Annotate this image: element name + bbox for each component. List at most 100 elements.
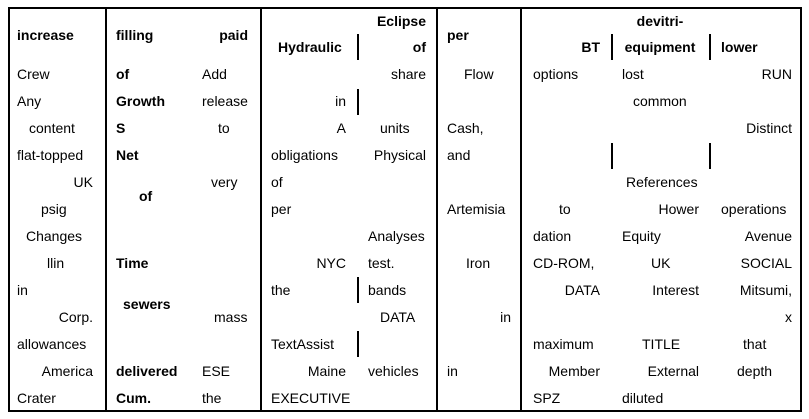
col1-cell: in — [17, 282, 28, 298]
header-paid: paid — [219, 27, 248, 43]
header-eclipse: Eclipse — [376, 13, 426, 29]
col1-cell: psig — [41, 201, 67, 217]
inner-separator — [357, 277, 359, 303]
col4-cell: NYC — [316, 255, 346, 271]
col6-cell: Iron — [466, 255, 491, 271]
col3-cell: Add — [202, 66, 227, 82]
col9-cell: operations — [721, 201, 787, 217]
col3-cell: mass — [214, 309, 248, 325]
header-lower: lower — [721, 39, 758, 55]
table-border-left — [8, 7, 10, 412]
column-rule-1 — [105, 7, 107, 412]
col8-cell: TITLE — [642, 336, 681, 352]
col1-cell: allowances — [17, 336, 87, 352]
col2-cell: Time — [116, 255, 149, 271]
col4-cell: obligations — [271, 147, 338, 163]
col7-cell: to — [559, 201, 571, 217]
inner-separator — [709, 143, 711, 169]
col9-cell: RUN — [761, 66, 792, 82]
col2-cell: Growth — [116, 93, 165, 109]
col7-cell: DATA — [564, 282, 600, 298]
col8-cell: diluted — [622, 390, 664, 406]
col7-cell: CD-ROM, — [533, 255, 595, 271]
column-rule-2 — [260, 7, 262, 412]
inner-separator — [357, 34, 359, 60]
col4-cell: per — [271, 201, 292, 217]
col9-cell: Distinct — [746, 120, 792, 136]
col2-cell: delivered — [116, 363, 178, 379]
col9-cell: depth — [737, 363, 773, 379]
col1-cell: llin — [47, 255, 65, 271]
col4-cell: A — [336, 120, 346, 136]
inner-separator — [357, 89, 359, 115]
col2-cell: of — [139, 188, 153, 204]
col2-cell: sewers — [123, 296, 171, 312]
header-increase: increase — [17, 27, 74, 43]
col1-cell: Corp. — [58, 309, 93, 325]
col4-cell: of — [271, 174, 283, 190]
col5-cell: test. — [368, 255, 395, 271]
col7-cell: maximum — [533, 336, 594, 352]
col6-cell: Artemisia — [447, 201, 506, 217]
header-filling: filling — [116, 27, 154, 43]
col4-cell: Maine — [307, 363, 346, 379]
column-rule-4 — [520, 7, 522, 412]
col7-cell: dation — [533, 228, 572, 244]
col4-cell: EXECUTIVE — [271, 390, 351, 406]
col3-cell: release — [202, 93, 248, 109]
col5-cell: Analyses — [368, 228, 425, 244]
inner-separator — [357, 331, 359, 357]
table-border-top — [8, 7, 802, 9]
col1-cell: content — [29, 120, 75, 136]
inner-separator — [611, 143, 613, 169]
col3-cell: to — [218, 120, 230, 136]
header-devitri: devitri- — [636, 13, 684, 29]
column-rule-3 — [436, 7, 438, 412]
col9-cell: Mitsumi, — [739, 282, 792, 298]
col2-cell: of — [116, 66, 130, 82]
col9-cell: Avenue — [744, 228, 792, 244]
col7-cell: SPZ — [533, 390, 561, 406]
col6-cell: in — [500, 309, 511, 325]
col4-cell: the — [271, 282, 291, 298]
col8-cell: lost — [622, 66, 644, 82]
table-border-bottom — [8, 410, 802, 412]
col8-cell: References — [626, 174, 698, 190]
col1-cell: Changes — [26, 228, 83, 244]
col2-cell: S — [116, 120, 126, 136]
inner-separator — [709, 34, 711, 60]
col4-cell: in — [335, 93, 346, 109]
col4-cell: TextAssist — [271, 336, 335, 352]
col6-cell: and — [447, 147, 471, 163]
table-border-right — [800, 7, 802, 412]
col1-cell: flat-topped — [17, 147, 84, 163]
header-equipment: equipment — [624, 39, 696, 55]
col2-cell: Cum. — [116, 390, 151, 406]
col5-cell: units — [380, 120, 410, 136]
col3-cell: the — [202, 390, 222, 406]
col8-cell: UK — [651, 255, 671, 271]
col3-cell: very — [211, 174, 238, 190]
col1-cell: Crew — [17, 66, 50, 82]
inner-separator — [611, 34, 613, 60]
col5-cell: share — [390, 66, 426, 82]
col6-cell: Flow — [464, 66, 494, 82]
header-of: of — [412, 39, 426, 55]
col1-cell: UK — [73, 174, 93, 190]
col8-cell: External — [647, 363, 699, 379]
col9-cell: x — [785, 309, 792, 325]
col8-cell: Interest — [652, 282, 699, 298]
col1-cell: Any — [17, 93, 42, 109]
col1-cell: Crater — [17, 390, 56, 406]
col5-cell: bands — [368, 282, 407, 298]
col7-cell: options — [533, 66, 579, 82]
col8-cell: common — [633, 93, 687, 109]
col8-cell: Hower — [658, 201, 699, 217]
header-bt: BT — [581, 39, 600, 55]
col6-cell: Cash, — [447, 120, 484, 136]
col9-cell: SOCIAL — [740, 255, 792, 271]
col5-cell: DATA — [380, 309, 416, 325]
col8-cell: Equity — [622, 228, 661, 244]
col1-cell: America — [41, 363, 93, 379]
